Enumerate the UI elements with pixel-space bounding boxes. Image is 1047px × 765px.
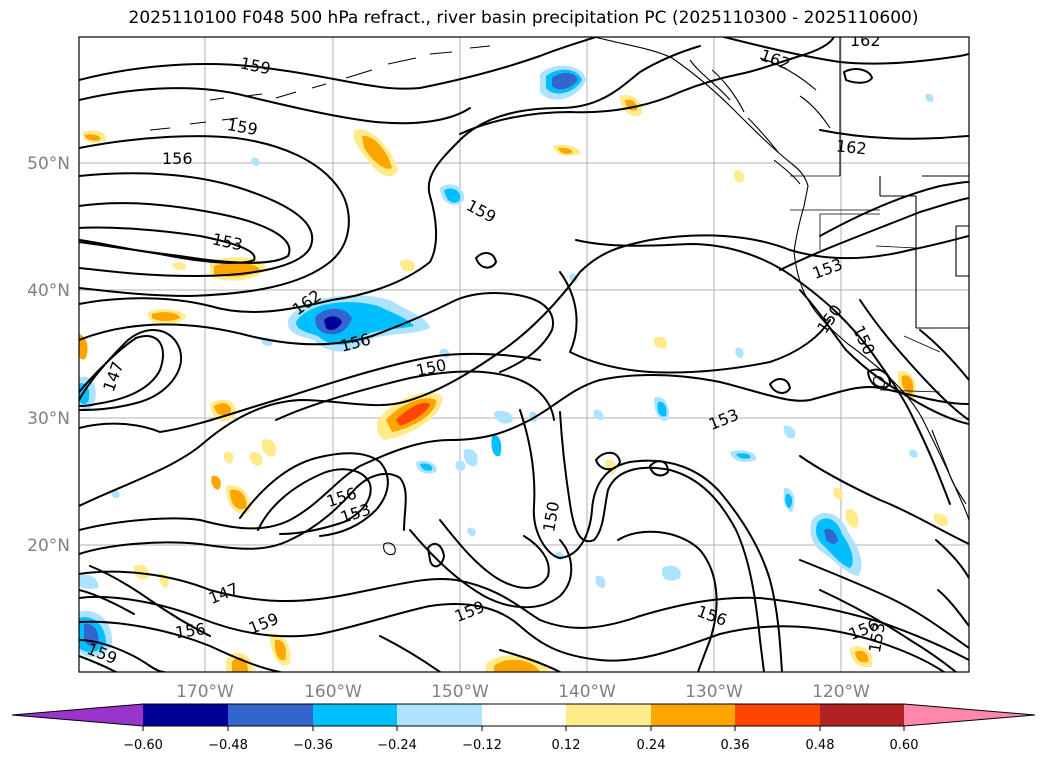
colorbar-tick: 0.24 (637, 738, 666, 753)
colorbar-segment (397, 704, 482, 726)
colorbar-segment (651, 704, 735, 726)
lon-label-130w: 130°W (685, 682, 743, 702)
colorbar-segment (735, 704, 820, 726)
colorbar-tick: −0.12 (462, 738, 502, 753)
colorbar-segment (482, 704, 566, 726)
colorbar-tick: 0.12 (552, 738, 581, 753)
colorbar-segment (904, 704, 1035, 726)
lon-label-160w: 160°W (304, 682, 362, 702)
colorbar-tick: −0.48 (208, 738, 248, 753)
colorbar-segment (12, 704, 143, 726)
lat-label-20n: 20°N (27, 536, 70, 556)
contour-label: 156 (162, 149, 193, 168)
lon-label-150w: 150°W (431, 682, 489, 702)
lon-label-170w: 170°W (176, 682, 234, 702)
map-area (79, 37, 969, 672)
colorbar-segment (566, 704, 651, 726)
contour-label: 162 (835, 136, 867, 158)
contours (79, 37, 969, 672)
colorbar-tick: 0.36 (721, 738, 750, 753)
colorbar-tick: −0.24 (377, 738, 417, 753)
colorbar-segment (313, 704, 397, 726)
lon-label-140w: 140°W (558, 682, 616, 702)
longitude-labels: 170°W 160°W 150°W 140°W 130°W 120°W (176, 682, 870, 702)
lon-label-120w: 120°W (812, 682, 870, 702)
contour-label: 162 (850, 31, 881, 50)
colorbar-tick: 0.48 (806, 738, 835, 753)
colorbar-tick: −0.36 (293, 738, 333, 753)
map-frame (78, 36, 970, 673)
contour-label: 156 (174, 619, 207, 642)
colorbar: −0.60 −0.48 −0.36 −0.24 −0.12 0.12 0.24 … (11, 703, 1036, 753)
lat-label-50n: 50°N (27, 154, 70, 174)
colorbar-tick: 0.60 (890, 738, 919, 753)
lat-label-30n: 30°N (27, 409, 70, 429)
colorbar-tick: −0.60 (123, 738, 163, 753)
colorbar-segment (820, 704, 904, 726)
lat-label-40n: 40°N (27, 281, 70, 301)
coastlines (149, 37, 969, 556)
latitude-labels: 50°N 40°N 30°N 20°N (27, 154, 70, 556)
colorbar-segment (228, 704, 313, 726)
map-title: 2025110100 F048 500 hPa refract., river … (128, 8, 919, 28)
colorbar-segment (143, 704, 228, 726)
